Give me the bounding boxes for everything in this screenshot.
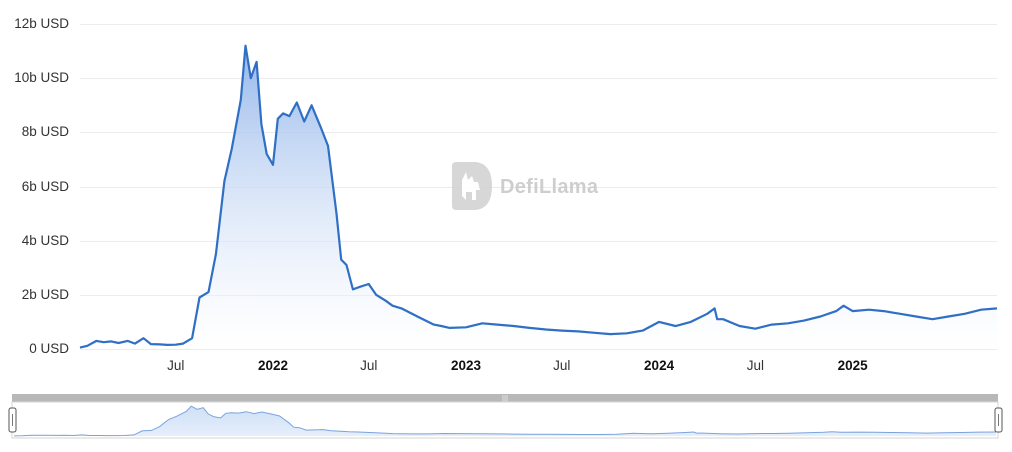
x-tick-label: 2024 <box>644 358 675 373</box>
x-tick-label: Jul <box>553 358 570 373</box>
navigator-area-fill <box>14 406 996 436</box>
navigator-right-handle[interactable] <box>994 407 1003 433</box>
x-tick-label: 2023 <box>451 358 482 373</box>
x-tick-label: 2022 <box>258 358 288 373</box>
x-tick-label: 2025 <box>838 358 869 373</box>
navigator-left-handle[interactable] <box>8 407 17 433</box>
y-tick-label: 4b USD <box>22 233 70 248</box>
x-tick-label: Jul <box>747 358 764 373</box>
navigator-series <box>13 405 997 437</box>
watermark-text: DefiLlama <box>500 176 599 198</box>
defillama-watermark: DefiLlama <box>452 162 599 210</box>
series-area-fill <box>80 45 997 349</box>
navigator-scroll-bar[interactable] <box>12 394 998 402</box>
navigator-line <box>13 405 997 437</box>
series-line <box>79 44 998 349</box>
x-axis: Jul 2022 Jul 2023 Jul 2024 Jul 2025 <box>167 358 868 373</box>
navigator-grip-icon[interactable]: ||| <box>502 394 508 403</box>
x-tick-label: Jul <box>360 358 377 373</box>
y-axis: 0 USD 2b USD 4b USD 6b USD 8b USD 10b USD 12b … <box>14 16 69 356</box>
y-tick-label: 8b USD <box>22 124 70 139</box>
y-tick-label: 2b USD <box>22 287 70 302</box>
llama-logo-icon <box>452 162 492 210</box>
y-tick-label: 10b USD <box>14 70 69 85</box>
y-tick-label: 0 USD <box>29 341 69 356</box>
x-tick-label: Jul <box>167 358 184 373</box>
y-tick-label: 6b USD <box>22 179 70 194</box>
y-tick-label: 12b USD <box>14 16 69 31</box>
series-area <box>79 44 998 349</box>
range-navigator[interactable]: ||| <box>8 394 1003 439</box>
